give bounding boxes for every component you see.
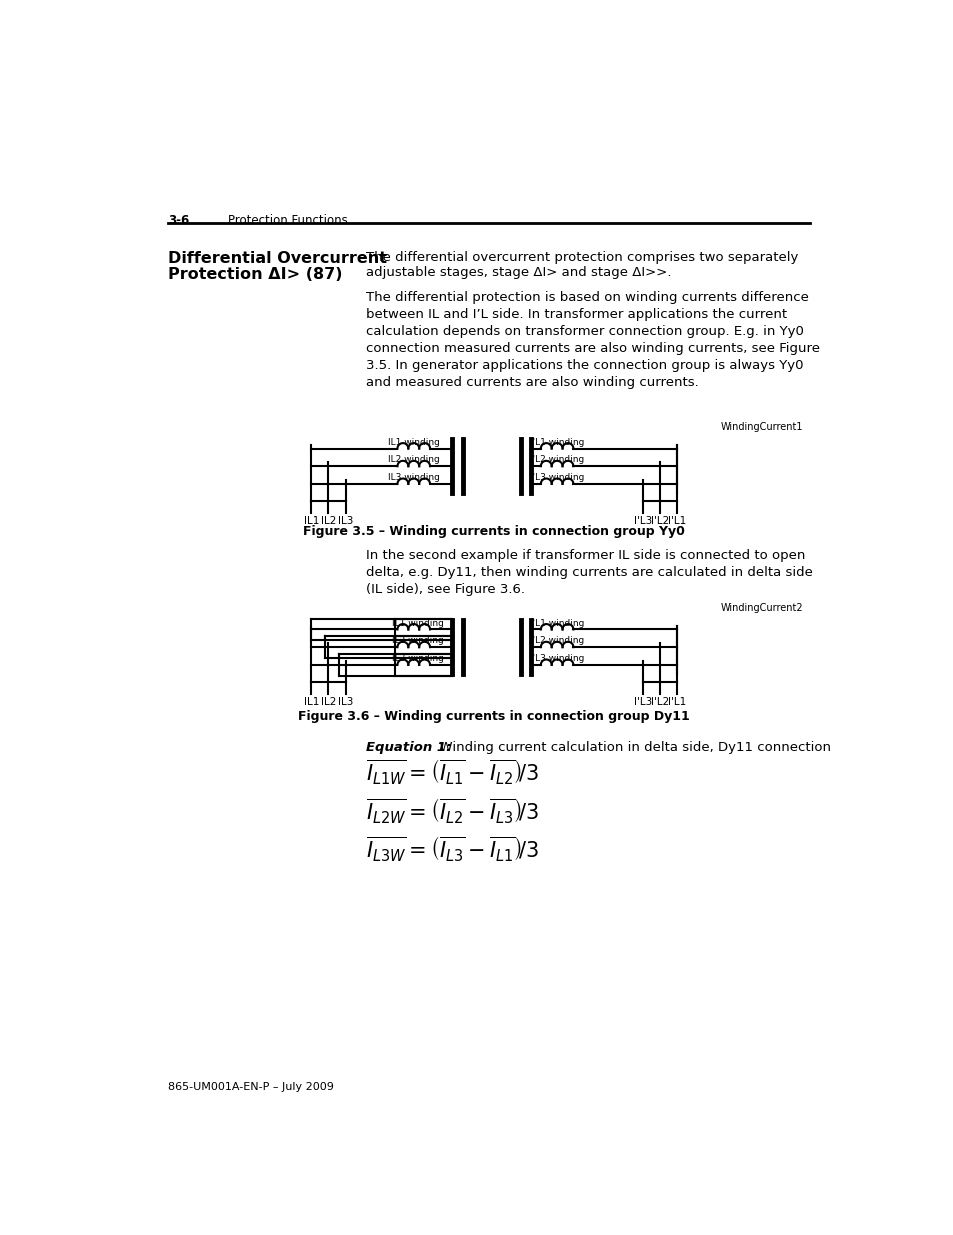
Text: Protection ΔI> (87): Protection ΔI> (87) <box>168 267 342 282</box>
Text: Protection Functions: Protection Functions <box>228 214 347 227</box>
Text: I'L1: I'L1 <box>667 516 685 526</box>
Text: Equation 1:: Equation 1: <box>365 741 451 755</box>
Text: $\overline{I_{L1W}} = \left(\overline{I_{L1}} - \overline{I_{L2}}\right)\!/3$: $\overline{I_{L1W}} = \left(\overline{I_… <box>365 758 538 788</box>
Text: I'L3: I'L3 <box>634 516 652 526</box>
Text: Figure 3.5 – Winding currents in connection group Yy0: Figure 3.5 – Winding currents in connect… <box>303 526 684 538</box>
Text: Figure 3.6 – Winding currents in connection group Dy11: Figure 3.6 – Winding currents in connect… <box>298 710 690 724</box>
Text: I'L3 winding: I'L3 winding <box>529 655 583 663</box>
Text: The differential protection is based on winding currents difference
between IL a: The differential protection is based on … <box>365 290 819 389</box>
Text: I'L2 winding: I'L2 winding <box>530 456 583 464</box>
Text: IL3: IL3 <box>337 516 353 526</box>
Text: Differential Overcurrent: Differential Overcurrent <box>168 251 387 266</box>
Text: In the second example if transformer IL side is connected to open
delta, e.g. Dy: In the second example if transformer IL … <box>365 548 812 595</box>
Text: IL1: IL1 <box>303 698 319 708</box>
Text: The differential overcurrent protection comprises two separately
adjustable stag: The differential overcurrent protection … <box>365 251 798 279</box>
Text: IL2 winding: IL2 winding <box>388 456 439 464</box>
Text: I'L2 winding: I'L2 winding <box>530 636 583 646</box>
Text: IL2: IL2 <box>320 698 335 708</box>
Text: IL1 winding: IL1 winding <box>392 619 443 627</box>
Text: I'L3 winding: I'L3 winding <box>529 473 583 482</box>
Text: WindingCurrent1: WindingCurrent1 <box>720 421 802 431</box>
Text: 865-UM001A-EN-P – July 2009: 865-UM001A-EN-P – July 2009 <box>168 1082 334 1092</box>
Text: IL1: IL1 <box>303 516 319 526</box>
Text: I'L1: I'L1 <box>667 698 685 708</box>
Text: IL3 winding: IL3 winding <box>392 655 443 663</box>
Text: $\overline{I_{L2W}} = \left(\overline{I_{L2}} - \overline{I_{L3}}\right)\!/3$: $\overline{I_{L2W}} = \left(\overline{I_… <box>365 797 538 826</box>
Text: Winding current calculation in delta side, Dy11 connection: Winding current calculation in delta sid… <box>431 741 830 755</box>
Text: IL3 winding: IL3 winding <box>388 473 439 482</box>
Text: 3-6: 3-6 <box>168 214 189 227</box>
Text: IL2: IL2 <box>320 516 335 526</box>
Text: WindingCurrent2: WindingCurrent2 <box>720 603 802 613</box>
Text: I'L1 winding: I'L1 winding <box>529 437 583 447</box>
Text: I'L2: I'L2 <box>650 698 669 708</box>
Text: I'L3: I'L3 <box>634 698 652 708</box>
Text: $\overline{I_{L3W}} = \left(\overline{I_{L3}} - \overline{I_{L1}}\right)\!/3$: $\overline{I_{L3W}} = \left(\overline{I_… <box>365 835 538 864</box>
Text: IL1 winding: IL1 winding <box>388 437 439 447</box>
Text: IL3: IL3 <box>337 698 353 708</box>
Text: IL2 winding: IL2 winding <box>392 636 443 646</box>
Text: I'L2: I'L2 <box>650 516 669 526</box>
Text: I'L1 winding: I'L1 winding <box>529 619 583 627</box>
